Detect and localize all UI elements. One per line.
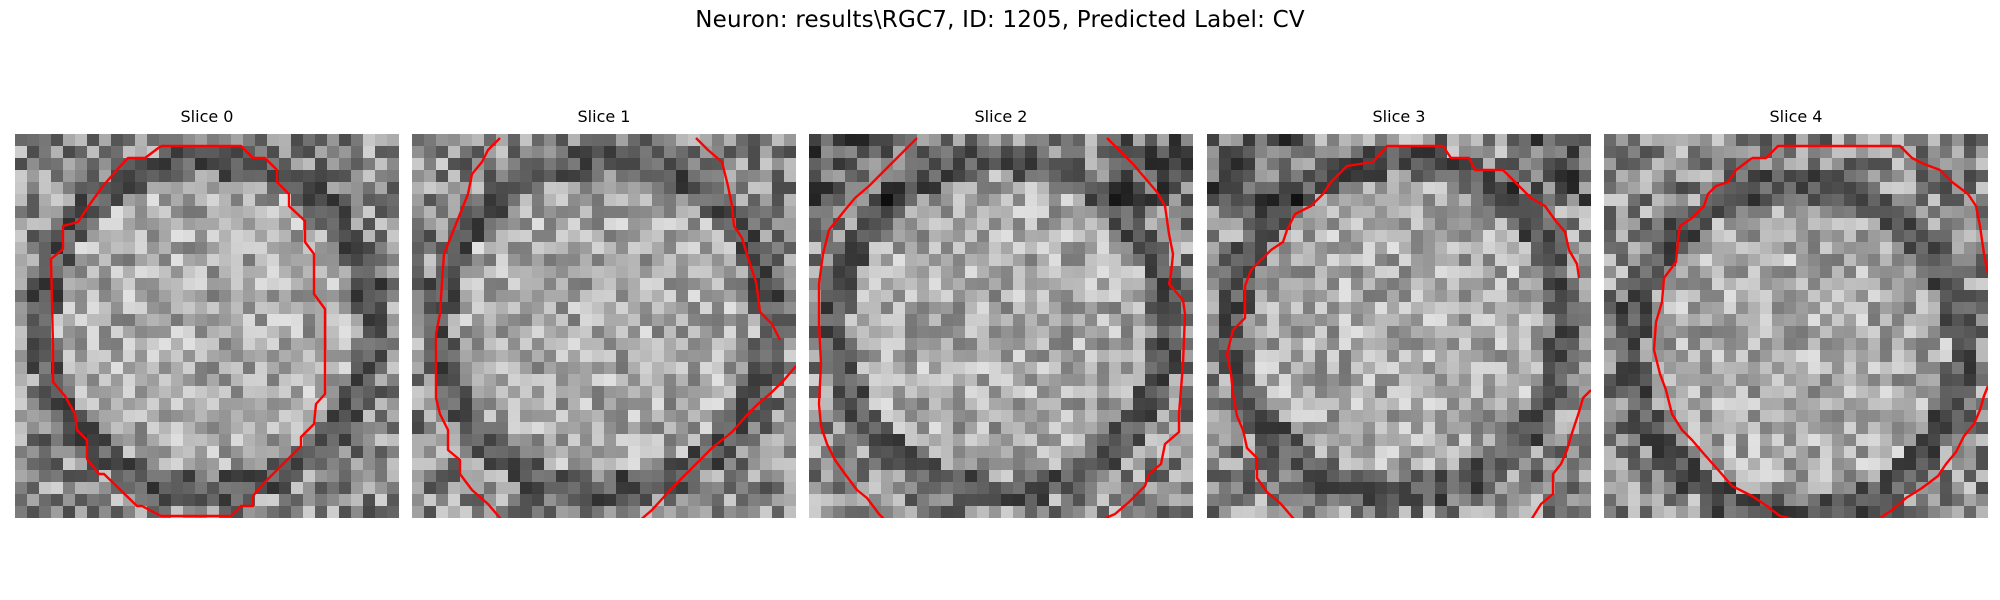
- slice-panel-3: Slice 3: [1207, 107, 1591, 518]
- slice-title-4: Slice 4: [1769, 107, 1823, 126]
- contour-line-4b: [1752, 144, 1988, 275]
- slice-image-2: [809, 134, 1193, 518]
- slice-panel-4: Slice 4: [1604, 107, 1988, 518]
- contour-line-4c: [1877, 385, 1988, 518]
- slice-title-1: Slice 1: [577, 107, 631, 126]
- slice-image-0: [15, 134, 399, 518]
- slice-title-2: Slice 2: [974, 107, 1028, 126]
- figure-title: Neuron: results\RGC7, ID: 1205, Predicte…: [695, 7, 1305, 33]
- slice-image-1: [412, 134, 796, 518]
- contour-line-2a: [817, 137, 918, 518]
- contour-line-2b: [1102, 137, 1187, 518]
- slice-title-0: Slice 0: [180, 107, 234, 126]
- contour-line-3a: [1225, 144, 1581, 518]
- contour-line-0: [49, 144, 327, 518]
- slice-image-3: [1207, 134, 1591, 518]
- contour-line-1c: [640, 365, 796, 518]
- contour-line-1b: [695, 137, 782, 341]
- contour-line-1a: [434, 137, 502, 518]
- slice-panel-0: Slice 0: [15, 107, 399, 518]
- slice-image-4: [1604, 134, 1988, 518]
- slice-panel-2: Slice 2: [809, 107, 1193, 518]
- contour-line-4a: [1652, 157, 1795, 518]
- contour-line-3b: [1530, 389, 1591, 518]
- slice-panel-1: Slice 1: [412, 107, 796, 518]
- slice-title-3: Slice 3: [1372, 107, 1426, 126]
